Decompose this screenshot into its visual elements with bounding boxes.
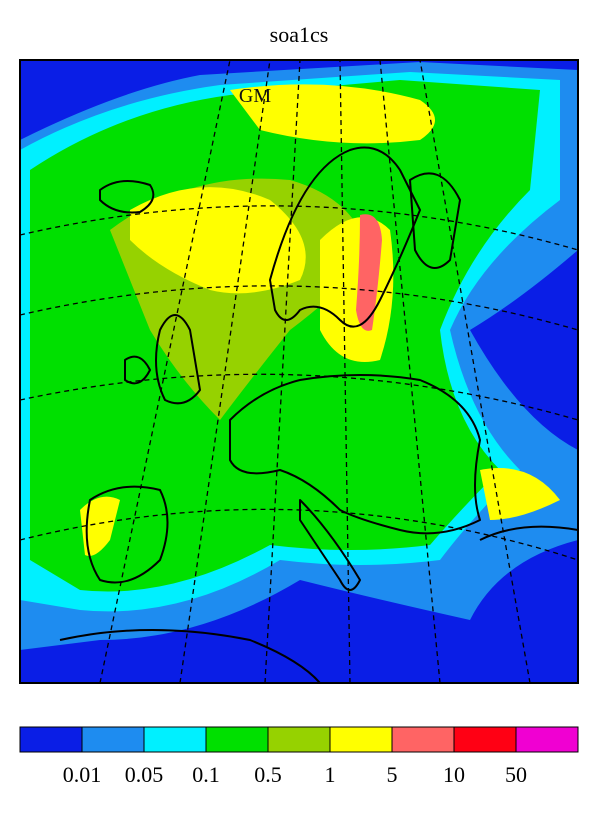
colorbar-tick-label: 0.05 — [125, 762, 164, 787]
concentration-region — [320, 217, 394, 362]
concentration-region — [356, 214, 382, 331]
colorbar-tick-label: 10 — [443, 762, 465, 787]
colorbar-tick-label: 5 — [387, 762, 398, 787]
map-title: soa1cs — [270, 22, 329, 47]
colorbar-box — [391, 726, 455, 753]
colorbar-box — [267, 726, 331, 753]
colorbar-tick-label: 50 — [505, 762, 527, 787]
colorbar-box — [329, 726, 393, 753]
concentration-region — [80, 496, 120, 556]
colorbar-box — [19, 726, 83, 753]
colorbar-box — [453, 726, 517, 753]
colorbar-box — [143, 726, 207, 753]
concentration-region — [130, 187, 306, 294]
map-label: GM — [239, 85, 271, 107]
colorbar-box — [205, 726, 269, 753]
colorbar-box — [515, 726, 579, 753]
colorbar: 0.01 0.05 0.1 0.5 1 5 10 50 — [19, 726, 579, 787]
map-frame — [19, 59, 579, 684]
concentration-region — [480, 468, 560, 520]
colorbar-tick-label: 1 — [325, 762, 336, 787]
colorbar-tick-label: 0.1 — [192, 762, 220, 787]
colorbar-box — [81, 726, 145, 753]
map-field: GM — [20, 60, 578, 683]
colorbar-tick-label: 0.5 — [254, 762, 282, 787]
coastlines — [59, 146, 578, 683]
colorbar-tick-label: 0.01 — [63, 762, 102, 787]
